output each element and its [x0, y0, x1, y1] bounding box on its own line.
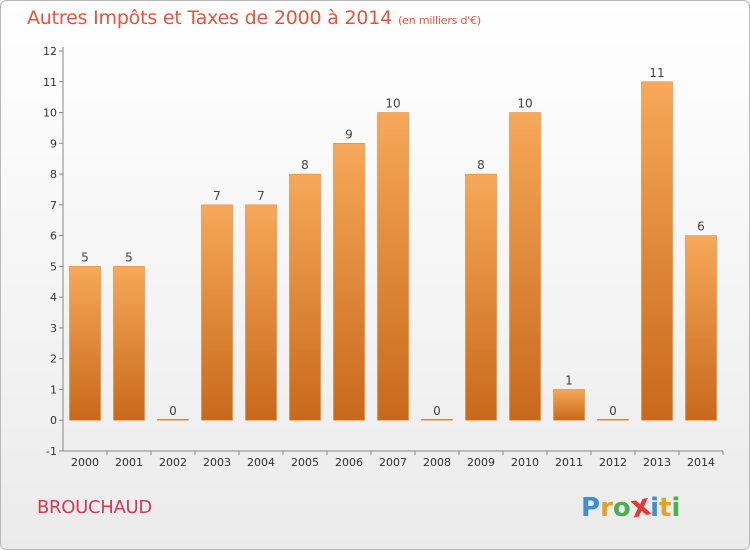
bar [685, 235, 717, 421]
y-tick-label: 10 [43, 107, 57, 120]
logo-letter: o [612, 493, 631, 523]
x-tick-label: 2013 [643, 456, 671, 469]
chart-title: Autres Impôts et Taxes de 2000 à 2014 (en… [27, 7, 481, 29]
y-tick-label: 5 [50, 260, 57, 273]
y-tick-label: 7 [50, 199, 57, 212]
data-label: 0 [433, 404, 441, 418]
y-tick-label: 2 [50, 353, 57, 366]
logo-letter: i [650, 493, 660, 523]
y-tick-label: 8 [50, 168, 57, 181]
y-tick-label: 4 [50, 291, 57, 304]
x-tick-label: 2012 [599, 456, 627, 469]
y-tick-label: 1 [50, 383, 57, 396]
x-tick-label: 2006 [335, 456, 363, 469]
logo-letter: i [671, 493, 681, 523]
data-label: 11 [649, 66, 664, 80]
bar [289, 173, 321, 421]
proxiti-logo: Proxiti [581, 487, 681, 525]
x-tick-label: 2000 [71, 456, 99, 469]
data-label: 0 [169, 404, 177, 418]
data-label: 5 [81, 250, 89, 264]
x-tick-label: 2005 [291, 456, 319, 469]
x-tick-label: 2011 [555, 456, 583, 469]
x-tick-label: 2014 [687, 456, 715, 469]
x-tick-label: 2003 [203, 456, 231, 469]
data-label: 8 [301, 158, 309, 172]
bar [377, 112, 409, 421]
y-tick-label: 3 [50, 322, 57, 335]
data-label: 8 [477, 158, 485, 172]
bar [245, 204, 277, 421]
x-tick-label: 2009 [467, 456, 495, 469]
bar [333, 143, 365, 421]
data-label: 5 [125, 250, 133, 264]
bar [553, 389, 585, 421]
y-tick-label: 11 [43, 76, 57, 89]
logo-letter: r [600, 493, 613, 523]
logo-letter: t [659, 493, 672, 523]
y-tick-label: 9 [50, 137, 57, 150]
chart-unit: (en milliers d'€) [398, 14, 481, 27]
bar [597, 418, 629, 421]
x-tick-label: 2007 [379, 456, 407, 469]
commune-name: BROUCHAUD [37, 497, 152, 518]
data-label: 10 [385, 97, 400, 111]
y-tick-label: 12 [43, 45, 57, 58]
data-label: 7 [257, 189, 265, 203]
bar [509, 112, 541, 421]
y-tick-label: -1 [46, 445, 57, 458]
x-tick-label: 2008 [423, 456, 451, 469]
data-label: 10 [517, 97, 532, 111]
data-label: 9 [345, 127, 353, 141]
y-tick-label: 6 [50, 230, 57, 243]
data-label: 7 [213, 189, 221, 203]
data-label: 1 [565, 373, 573, 387]
x-tick-label: 2002 [159, 456, 187, 469]
data-label: 0 [609, 404, 617, 418]
bar [69, 266, 101, 421]
y-tick-label: 0 [50, 414, 57, 427]
chart-title-text: Autres Impôts et Taxes de 2000 à 2014 [27, 7, 393, 29]
x-tick-label: 2004 [247, 456, 275, 469]
bar [201, 204, 233, 421]
bar [421, 418, 453, 421]
bar [157, 418, 189, 421]
x-tick-label: 2001 [115, 456, 143, 469]
bar [641, 81, 673, 421]
bar [465, 173, 497, 421]
bar [113, 266, 145, 421]
x-tick-label: 2010 [511, 456, 539, 469]
data-label: 6 [697, 220, 705, 234]
logo-letter: P [581, 493, 601, 523]
